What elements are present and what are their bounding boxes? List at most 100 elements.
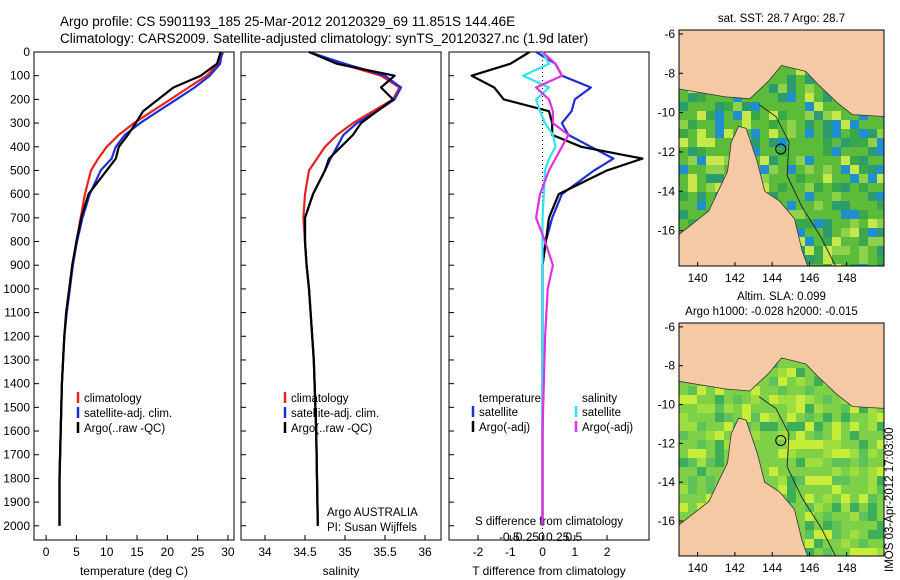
x-tick-label: 25: [191, 545, 205, 559]
map-cell: [787, 120, 796, 129]
x-tick-label: 144: [762, 561, 782, 575]
map-cell: [778, 84, 787, 93]
map-cell: [841, 494, 850, 503]
legend-label: Argo(-adj): [479, 422, 530, 434]
map-cell: [805, 255, 814, 264]
map-cell: [688, 120, 697, 129]
sla-map-panel: Altim. SLA: 0.099 Argo h1000: -0.028 h200…: [658, 291, 885, 575]
map-cell: [706, 476, 715, 485]
map-cell: [850, 404, 859, 413]
map-cell: [841, 210, 850, 219]
map-cell: [823, 228, 832, 237]
map-cell: [715, 111, 724, 120]
x-tick-label: 148: [837, 271, 857, 285]
map-cell: [805, 440, 814, 449]
map-cell: [841, 183, 850, 192]
map-cell: [868, 503, 877, 512]
map-cell: [697, 404, 706, 413]
map-cell: [859, 404, 868, 413]
map-cell: [688, 93, 697, 102]
map-cell: [805, 84, 814, 93]
salinity-panel: 34 34.5 35 35.5 36 salinity climatology satelli…: [240, 50, 442, 578]
map-cell: [787, 404, 796, 413]
legend-label: satellite: [582, 407, 621, 419]
map-cell: [805, 395, 814, 404]
map-cell: [751, 395, 760, 404]
map-cell: [832, 201, 841, 210]
map-cell: [715, 449, 724, 458]
map-cell: [688, 422, 697, 431]
map-cell: [796, 228, 805, 237]
map-cell: [706, 404, 715, 413]
map-cell: [697, 458, 706, 467]
float-position-marker: [775, 434, 787, 446]
y-tick-label: 200: [10, 92, 30, 106]
map-cell: [823, 413, 832, 422]
map-cell: [877, 264, 884, 266]
x-tick-label: 0: [43, 545, 50, 559]
map-cell: [733, 111, 742, 120]
map-cell: [697, 467, 706, 476]
map-cell: [823, 120, 832, 129]
map-cell: [832, 111, 841, 120]
x-tick-label: 142: [725, 561, 745, 575]
map-cell: [823, 264, 832, 266]
cape-york-land: [679, 125, 809, 266]
y-tick-label: 1300: [3, 353, 30, 367]
map-cell: [679, 395, 688, 404]
map-cell: [823, 219, 832, 228]
map-cell: [724, 440, 733, 449]
map-cell: [706, 156, 715, 165]
map-subtitle: Argo h1000: -0.028 h2000: -0.015: [685, 306, 858, 318]
map-cell: [877, 237, 884, 246]
map-cell: [832, 458, 841, 467]
map-cell: [814, 102, 823, 111]
x-tick-label: 146: [799, 561, 819, 575]
map-cell: [859, 255, 868, 264]
map-cell: [877, 485, 884, 494]
map-cell: [769, 129, 778, 138]
map-cell: [805, 165, 814, 174]
y-tick-label: 1900: [3, 495, 30, 509]
map-cell: [769, 165, 778, 174]
y-tick-label: 0: [23, 45, 30, 59]
map-cell: [706, 111, 715, 120]
map-cell: [742, 413, 751, 422]
map-cell: [859, 138, 868, 147]
x-tick-label: 140: [688, 561, 708, 575]
map-cell: [697, 147, 706, 156]
map-cell: [850, 165, 859, 174]
map-cell: [688, 183, 697, 192]
map-cell: [778, 377, 787, 386]
map-cell: [850, 156, 859, 165]
map-cell: [787, 165, 796, 174]
map-cell: [787, 129, 796, 138]
map-cell: [814, 404, 823, 413]
map-cell: [679, 102, 688, 111]
y-tick-label: -10: [658, 106, 676, 120]
map-cell: [697, 156, 706, 165]
map-cell: [805, 75, 814, 84]
map-cell: [850, 422, 859, 431]
map-cell: [877, 422, 884, 431]
map-cell: [715, 102, 724, 111]
map-cell: [706, 485, 715, 494]
y-tick-label: -6: [664, 27, 675, 41]
map-cell: [787, 413, 796, 422]
header-line-2: Climatology: CARS2009. Satellite-adjuste…: [60, 31, 588, 46]
map-cell: [850, 449, 859, 458]
annotation-line-2: PI: Susan Wijffels: [327, 522, 417, 534]
map-cell: [688, 449, 697, 458]
map-cell: [796, 422, 805, 431]
map-cell: [877, 201, 884, 210]
x-tick-label: -2: [473, 545, 484, 559]
map-cell: [859, 210, 868, 219]
legend-label: satellite-adj. clim.: [84, 408, 172, 420]
map-cell: [751, 413, 760, 422]
map-cell: [841, 246, 850, 255]
map-cell: [877, 246, 884, 255]
x-tick-label: 15: [130, 545, 144, 559]
map-cell: [769, 395, 778, 404]
map-cell: [805, 111, 814, 120]
